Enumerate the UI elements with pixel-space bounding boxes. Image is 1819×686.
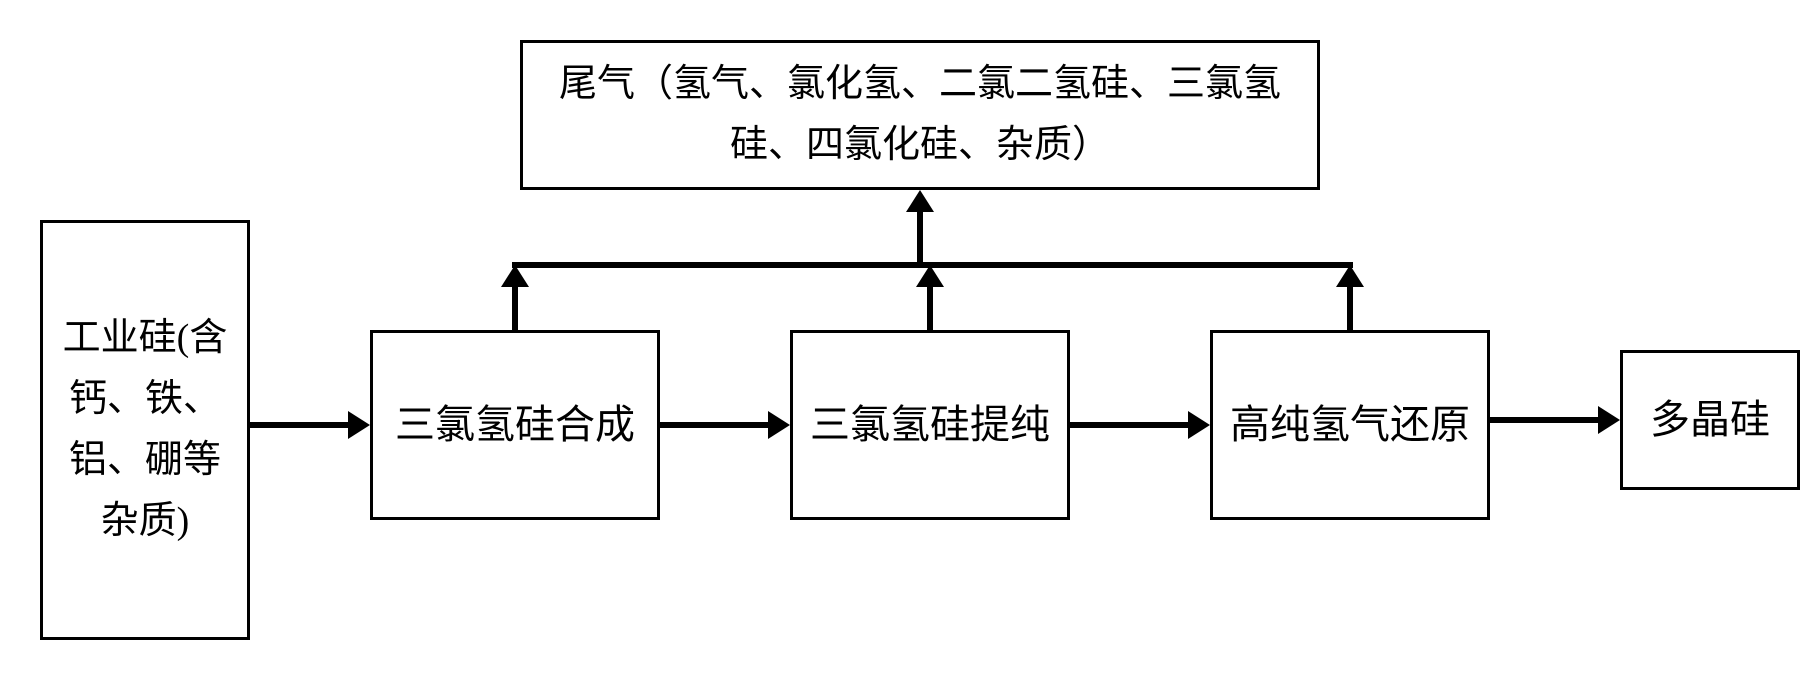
arrow-up-step1-line [512,285,518,330]
box-label-output: 多晶硅 [1650,388,1770,452]
arrow-h2-head [768,411,790,439]
box-step3: 高纯氢气还原 [1210,330,1490,520]
arrow-up-step3-line [1347,285,1353,330]
arrow-up-step3-head [1336,265,1364,287]
box-label-step1: 三氯氢硅合成 [395,393,635,457]
arrow-bus-to-tailgas-head [906,190,934,212]
box-input: 工业硅(含钙、铁、铝、硼等杂质) [40,220,250,640]
arrow-h1-line [250,422,350,428]
box-step2: 三氯氢硅提纯 [790,330,1070,520]
arrow-bus-to-tailgas-line [917,210,923,268]
box-label-step3: 高纯氢气还原 [1230,393,1470,457]
arrow-h3-head [1188,411,1210,439]
box-label-step2: 三氯氢硅提纯 [810,393,1050,457]
box-label-input: 工业硅(含钙、铁、铝、硼等杂质) [53,308,237,551]
arrow-h4-head [1598,406,1620,434]
arrow-h4-line [1490,417,1600,423]
arrow-h2-line [660,422,770,428]
box-label-tailgas: 尾气（氢气、氯化氢、二氯二氢硅、三氯氢硅、四氯化硅、杂质） [533,54,1307,176]
arrow-up-step2-line [927,285,933,330]
box-tailgas: 尾气（氢气、氯化氢、二氯二氢硅、三氯氢硅、四氯化硅、杂质） [520,40,1320,190]
arrow-up-step1-head [501,265,529,287]
arrow-up-step2-head [916,265,944,287]
arrow-h1-head [348,411,370,439]
box-step1: 三氯氢硅合成 [370,330,660,520]
arrow-h3-line [1070,422,1190,428]
box-output: 多晶硅 [1620,350,1800,490]
